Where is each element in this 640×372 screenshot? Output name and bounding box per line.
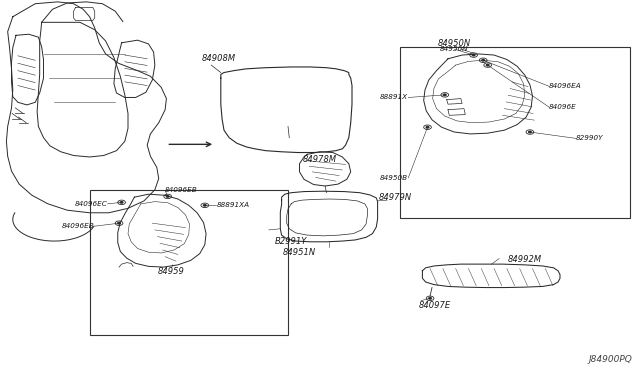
Circle shape [118,222,120,224]
Text: B2991Y: B2991Y [275,237,307,246]
Text: J84900PQ: J84900PQ [588,355,632,364]
Text: 84950B: 84950B [380,175,408,181]
Text: 84096E: 84096E [549,104,577,110]
Text: 84992M: 84992M [508,255,542,264]
Text: 84978M: 84978M [303,155,337,164]
Text: 84097E: 84097E [419,301,451,310]
Text: 84950N: 84950N [438,39,471,48]
Text: 88891X: 88891X [380,94,408,100]
Circle shape [429,298,431,299]
Circle shape [529,131,531,133]
Circle shape [486,64,489,66]
Text: 82990Y: 82990Y [576,135,604,141]
Text: 84979N: 84979N [379,193,412,202]
Text: 84950N: 84950N [440,46,468,52]
Text: 84951N: 84951N [282,248,316,257]
Text: 84096EA: 84096EA [549,83,582,89]
Circle shape [204,205,206,206]
Circle shape [426,126,429,128]
Bar [90,190,288,335]
Text: 84096EB: 84096EB [165,187,198,193]
Text: 84959: 84959 [158,267,185,276]
Circle shape [472,54,475,56]
Bar [400,46,630,218]
Text: 84908M: 84908M [202,54,236,63]
Circle shape [444,94,446,96]
Text: 84096EC: 84096EC [75,201,108,207]
Circle shape [120,202,123,203]
Circle shape [482,60,484,61]
Circle shape [166,196,169,197]
Text: 84096EB: 84096EB [62,223,95,229]
Text: 88891XA: 88891XA [216,202,250,208]
